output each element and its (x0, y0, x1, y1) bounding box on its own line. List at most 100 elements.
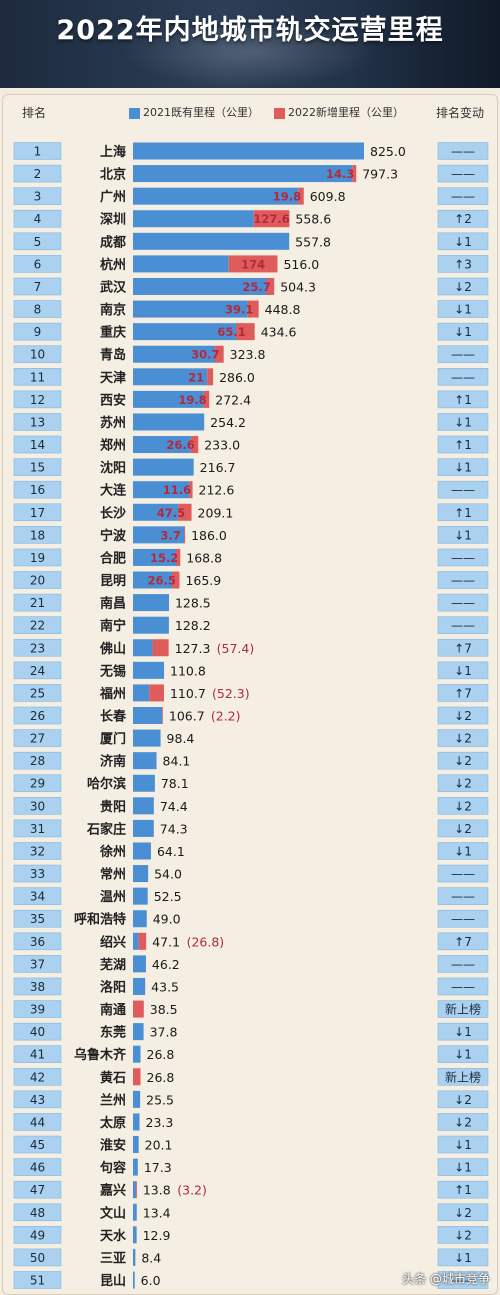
rank-change-label: ↓2 (454, 777, 472, 791)
rank-label: 34 (30, 890, 45, 904)
rank-badge (13, 684, 62, 702)
added-value-label: 26.6 (166, 438, 194, 452)
bar-added (207, 368, 214, 386)
bar-added (189, 481, 193, 499)
rank-label: 43 (30, 1093, 45, 1107)
total-value-label: 233.0 (204, 438, 240, 453)
rank-badge (13, 819, 62, 838)
total-value-label: 37.8 (150, 1025, 178, 1040)
total-value-label: 12.9 (143, 1228, 171, 1243)
total-value-label: 110.8 (170, 663, 206, 678)
legend-base-label: 2021既有里程（公里） (143, 106, 259, 119)
city-label: 嘉兴 (99, 1183, 126, 1199)
change-badge (437, 1067, 489, 1086)
rank-label: 35 (30, 912, 45, 926)
added-value-label: 25.7 (242, 280, 270, 294)
city-label: 长沙 (100, 505, 126, 521)
bar-base (133, 910, 147, 928)
city-label: 温州 (100, 890, 126, 905)
rank-badge (13, 548, 62, 567)
total-value-label: 84.1 (163, 754, 191, 769)
bar-base (133, 232, 290, 250)
rank-change-label: ↓2 (454, 1115, 472, 1129)
rank-badge (13, 774, 62, 793)
bar-base (133, 1203, 137, 1221)
rank-change-label: ↑7 (454, 641, 472, 655)
change-badge (437, 932, 489, 951)
bar-base (133, 187, 299, 205)
change-badge (437, 480, 489, 499)
bar-base (133, 436, 191, 454)
bar-base (133, 526, 185, 544)
city-label: 深圳 (100, 212, 126, 228)
bar-base (133, 616, 169, 634)
total-value-label: 26.8 (147, 1047, 175, 1062)
rank-label: 10 (30, 348, 45, 362)
bar-base (133, 1158, 138, 1176)
rank-change-label: ↓2 (454, 709, 472, 723)
rank-label: 51 (30, 1274, 45, 1288)
bar-added (162, 707, 163, 724)
added-value-label: 19.8 (273, 190, 301, 204)
added-value-label: 3.7 (160, 528, 180, 542)
rank-change-label: ↓1 (454, 844, 472, 858)
rank-badge (13, 909, 62, 928)
added-value-note: (52.3) (212, 686, 250, 701)
change-badge (437, 1203, 489, 1222)
bar-added (135, 1181, 137, 1199)
rank-change-label: ↓2 (454, 1228, 472, 1242)
added-value-label: 39.1 (225, 303, 253, 317)
bar-base (133, 819, 154, 837)
change-badge (437, 1226, 489, 1244)
city-label: 黄石 (100, 1070, 126, 1086)
bar-added (133, 1068, 141, 1086)
change-badge (437, 164, 489, 183)
rank-label: 27 (30, 732, 45, 746)
change-badge (437, 1000, 489, 1018)
rank-badge (13, 232, 62, 251)
rank-change-label: —— (451, 574, 475, 588)
city-label: 郑州 (100, 438, 126, 454)
change-badge (437, 209, 489, 228)
rank-label: 1 (34, 145, 42, 159)
change-badge (437, 458, 489, 476)
change-badge (437, 819, 489, 838)
city-label: 成都 (100, 234, 126, 250)
change-badge (437, 774, 489, 793)
rank-badge (13, 142, 62, 160)
rank-change-label: ↓2 (454, 1206, 472, 1220)
total-value-label: 43.5 (151, 979, 179, 994)
bar-added (149, 684, 164, 702)
rank-change-label: ↑3 (454, 257, 472, 271)
rank-label: 39 (30, 1003, 45, 1017)
total-value-label: 52.5 (154, 889, 182, 904)
rank-badge (13, 638, 62, 657)
rank-label: 38 (30, 980, 45, 994)
bar-base (133, 661, 165, 679)
rank-column-header: 排名 (22, 106, 47, 120)
city-label: 广州 (100, 189, 126, 205)
bar-base (133, 752, 157, 770)
city-label: 南通 (100, 1002, 126, 1018)
total-value-label: 106.7 (169, 709, 205, 724)
total-value-label: 13.4 (143, 1205, 171, 1220)
bar-base (133, 210, 254, 228)
total-value-label: 825.0 (370, 144, 406, 159)
rank-label: 12 (30, 393, 45, 407)
rank-label: 37 (30, 957, 45, 971)
change-badge (437, 548, 489, 567)
bar-added (133, 1000, 144, 1018)
rank-badge (13, 977, 62, 996)
bar-added (352, 165, 357, 183)
bar-base (133, 277, 268, 295)
rank-label: 46 (30, 1161, 45, 1175)
rank-change-label: —— (451, 1274, 475, 1288)
city-label: 天水 (100, 1228, 127, 1244)
rank-change-label: ↓1 (454, 528, 472, 542)
rank-label: 21 (30, 596, 45, 610)
rank-badge (13, 1045, 62, 1063)
bar-base (133, 774, 155, 792)
rank-badge (13, 526, 62, 544)
bar-added (236, 323, 255, 341)
rank-change-label: —— (451, 167, 475, 181)
